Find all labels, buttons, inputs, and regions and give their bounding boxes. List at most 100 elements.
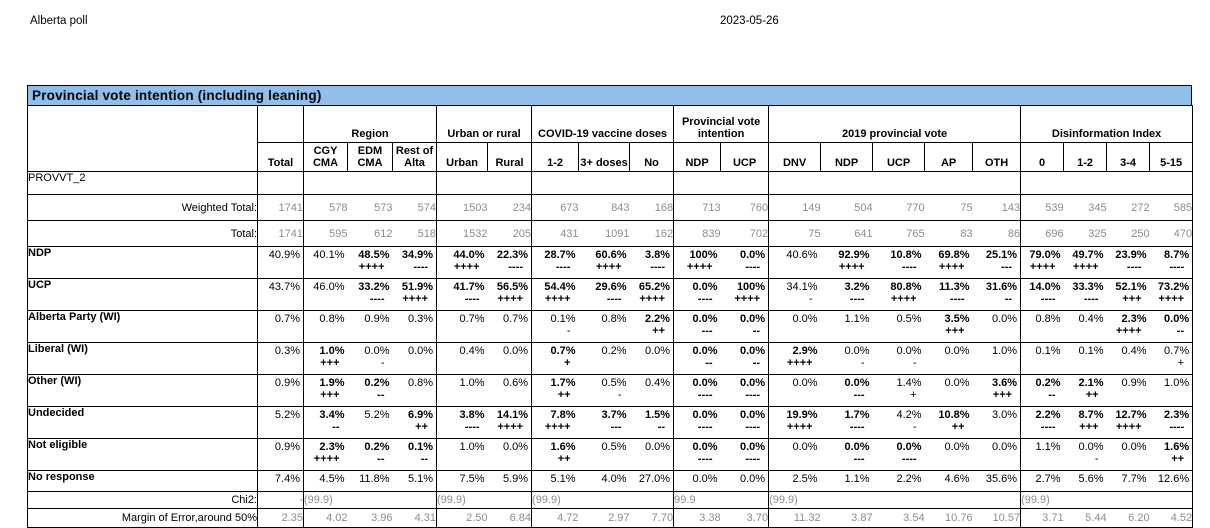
cell-value: 79.0% bbox=[1029, 249, 1061, 261]
significance-mark: --- bbox=[701, 325, 713, 337]
cell-value: 40.9% bbox=[268, 249, 300, 261]
cell-value: 0.0% bbox=[1164, 313, 1190, 325]
table-cell: 3.70 bbox=[720, 508, 769, 528]
significance-mark: ---- bbox=[949, 293, 965, 305]
significance-mark: -- bbox=[657, 421, 666, 433]
table-cell: 7.7% bbox=[1106, 470, 1150, 492]
significance-mark: ---- bbox=[849, 421, 865, 433]
significance-mark: ++++ bbox=[686, 261, 713, 273]
table-cell: 0.4% bbox=[1106, 342, 1150, 375]
significance-mark: +++ bbox=[1079, 421, 1099, 433]
row-label: UCP bbox=[27, 278, 258, 311]
table-cell: 0.7% + bbox=[531, 342, 579, 375]
table-cell: 3.7% --- bbox=[578, 406, 630, 439]
table-cell bbox=[1063, 171, 1107, 195]
column-header: OTH bbox=[972, 142, 1022, 172]
cell-value: 2.3% bbox=[1164, 409, 1190, 421]
cell-value: 0.3% bbox=[407, 313, 434, 325]
table-cell: 2.7% bbox=[1020, 470, 1064, 492]
table-cell: 4.72 bbox=[531, 508, 579, 528]
cell-value: 34.1% bbox=[786, 281, 818, 293]
row-label: Liberal (WI) bbox=[27, 342, 258, 375]
table-cell: 1.7% ---- bbox=[820, 406, 873, 439]
table-cell bbox=[972, 171, 1021, 195]
table-cell: 0.3% bbox=[257, 342, 304, 375]
cell-value: 3.7% bbox=[601, 409, 627, 421]
significance-mark bbox=[973, 358, 1021, 374]
table-cell: 1.7% ++ bbox=[531, 374, 579, 407]
significance-mark bbox=[348, 422, 393, 438]
table-cell: 10.8% ++ bbox=[924, 406, 973, 439]
table-cell: 574 bbox=[392, 194, 437, 221]
table-cell: 3.96 bbox=[347, 508, 393, 528]
column-header: Urban bbox=[436, 142, 489, 172]
table-cell: 80.8% ++++ bbox=[872, 278, 925, 311]
table-cell bbox=[347, 171, 393, 195]
table-cell: 2.50 bbox=[436, 508, 488, 528]
cell-value: 1.9% bbox=[319, 377, 345, 389]
cell-value: 44.0% bbox=[453, 249, 485, 261]
cell-value: 8.7% bbox=[1164, 249, 1190, 261]
table-cell: 12.7% ++++ bbox=[1106, 406, 1150, 439]
cell-value: 0.7% bbox=[550, 345, 576, 357]
table-cell: 0.8% bbox=[392, 374, 437, 407]
cell-value: 29.6% bbox=[595, 281, 627, 293]
significance-mark: ---- bbox=[464, 293, 480, 305]
table-cell: 0.0% bbox=[768, 310, 821, 343]
significance-mark bbox=[438, 358, 488, 374]
cell-value: 35.6% bbox=[985, 473, 1018, 485]
table-cell: 10.57 bbox=[972, 508, 1021, 528]
table-cell: 11.32 bbox=[768, 508, 821, 528]
table-cell bbox=[720, 171, 769, 195]
significance-mark bbox=[925, 454, 973, 470]
row-label: NDP bbox=[27, 246, 258, 279]
significance-mark: - bbox=[912, 357, 917, 369]
cell-value: 33.3% bbox=[1072, 281, 1104, 293]
significance-mark: -- bbox=[752, 357, 761, 369]
table-cell: - bbox=[257, 491, 304, 509]
cell-value: 7.5% bbox=[459, 473, 485, 485]
cell-value: 65.2% bbox=[638, 281, 671, 293]
table-cell: 6.9% ++ bbox=[392, 406, 437, 439]
table-cell: 1741 bbox=[257, 194, 304, 221]
table-cell bbox=[436, 171, 488, 195]
table-cell: 1.1% bbox=[820, 310, 873, 343]
table-cell: 56.5% ++++ bbox=[487, 278, 532, 311]
table-cell: 539 bbox=[1020, 194, 1064, 221]
table-cell: 0.0% bbox=[487, 438, 532, 471]
table-cell: 0.0% -- bbox=[1149, 310, 1193, 343]
cell-value: 0.8% bbox=[1035, 313, 1061, 325]
cell-value: 0.0% bbox=[740, 313, 766, 325]
table-row: Alberta Party (WI) 0.7% 0.8% 0.9% 0.3% 0.7% 0.… bbox=[27, 310, 1193, 343]
significance-mark: ++++ bbox=[358, 261, 385, 273]
column-group-header: 2019 provincial vote bbox=[768, 105, 1022, 143]
cell-value: 1.1% bbox=[1035, 441, 1061, 453]
table-cell: 0.8% bbox=[578, 310, 630, 343]
cell-value: 5.1% bbox=[407, 473, 434, 485]
cell-value: 0.0% bbox=[645, 345, 671, 357]
significance-mark bbox=[1107, 358, 1150, 374]
significance-mark: --- bbox=[853, 389, 865, 401]
cell-value: 14.0% bbox=[1029, 281, 1061, 293]
table-cell: 10.8% ---- bbox=[872, 246, 925, 279]
table-cell: 0.0% --- bbox=[820, 374, 873, 407]
significance-mark bbox=[259, 422, 304, 438]
table-cell: 149 bbox=[768, 194, 821, 221]
table-cell: 0.0% bbox=[629, 438, 674, 471]
table-cell: 0.3% bbox=[392, 310, 437, 343]
significance-mark: - bbox=[808, 293, 813, 305]
table-cell: 0.0% ---- bbox=[720, 406, 769, 439]
significance-mark bbox=[770, 390, 821, 406]
table-cell: 234 bbox=[487, 194, 532, 221]
column-header: UCP bbox=[872, 142, 926, 172]
column-header: EDM CMA bbox=[347, 142, 393, 172]
table-cell: 3.87 bbox=[820, 508, 873, 528]
table-cell: 6.20 bbox=[1106, 508, 1150, 528]
table-cell: 0.2% bbox=[578, 342, 630, 375]
significance-mark bbox=[1022, 326, 1064, 342]
table-cell: 23.9% ---- bbox=[1106, 246, 1150, 279]
cell-value: 0.2% bbox=[364, 377, 390, 389]
table-cell: 83 bbox=[924, 220, 973, 247]
cell-value: 0.2% bbox=[1035, 377, 1061, 389]
significance-mark bbox=[925, 358, 973, 374]
